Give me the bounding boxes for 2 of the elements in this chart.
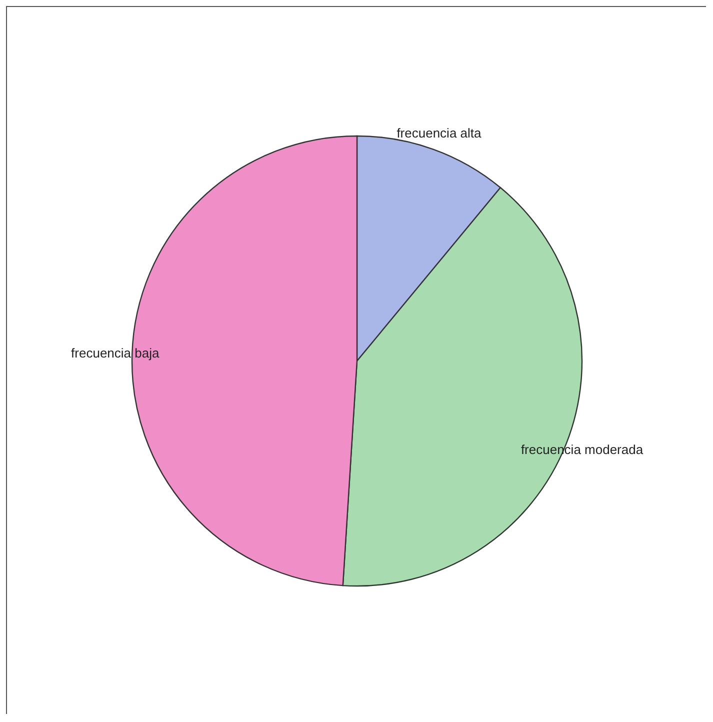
slice-label: frecuencia alta [396, 125, 482, 140]
slice-label: frecuencia baja [71, 345, 160, 360]
